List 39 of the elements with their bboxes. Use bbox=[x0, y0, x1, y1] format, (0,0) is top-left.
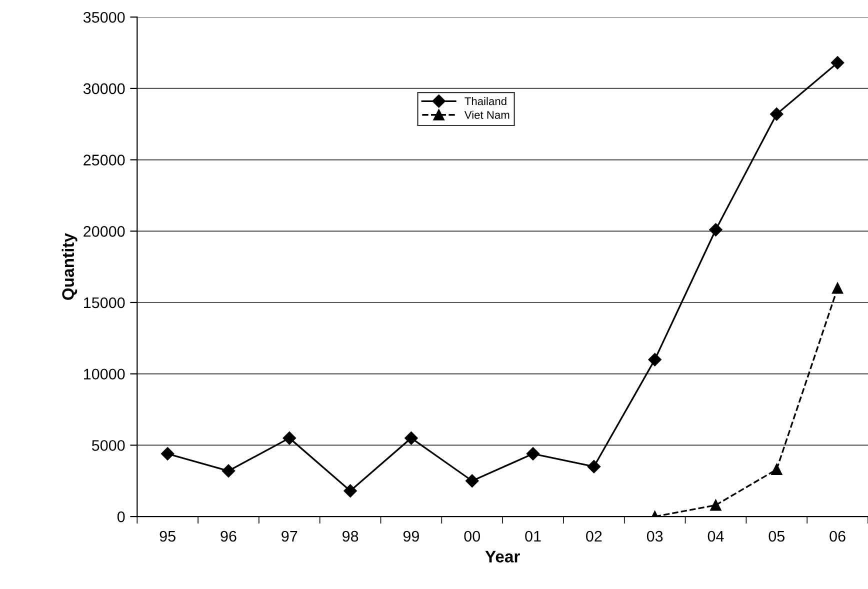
point bbox=[466, 474, 479, 488]
y-tick-label: 25000 bbox=[84, 154, 125, 166]
x-tick-label: 98 bbox=[342, 530, 358, 542]
point bbox=[282, 431, 296, 445]
point bbox=[771, 464, 782, 476]
point bbox=[709, 223, 722, 236]
point bbox=[526, 447, 540, 460]
point bbox=[832, 282, 844, 294]
legend-label: Thailand bbox=[464, 97, 506, 106]
point bbox=[770, 108, 784, 121]
y-axis-title: Quantity bbox=[62, 233, 78, 300]
y-tick-label: 15000 bbox=[84, 297, 125, 308]
x-tick-label: 00 bbox=[464, 530, 480, 542]
x-tick-label: 99 bbox=[403, 530, 419, 542]
x-axis-title: Year bbox=[485, 550, 520, 562]
y-tick-label: 30000 bbox=[83, 83, 125, 94]
x-tick-label: 03 bbox=[646, 530, 663, 542]
x-tick-label: 96 bbox=[220, 530, 236, 542]
y-tick-label: 35000 bbox=[83, 12, 125, 23]
x-tick-label: 95 bbox=[160, 530, 176, 542]
point bbox=[587, 460, 601, 474]
legend-label: Viet Nam bbox=[464, 110, 510, 119]
x-tick-label: 04 bbox=[708, 530, 724, 542]
x-tick-label: 97 bbox=[282, 530, 298, 542]
x-tick-label: 06 bbox=[830, 530, 846, 542]
point bbox=[830, 56, 844, 70]
y-tick-label: 20000 bbox=[84, 226, 125, 237]
y-tick-label: 10000 bbox=[84, 368, 125, 380]
point bbox=[710, 500, 722, 511]
point bbox=[648, 352, 662, 366]
point bbox=[404, 431, 418, 445]
y-tick-label: 5000 bbox=[92, 440, 125, 451]
point bbox=[344, 484, 357, 498]
point bbox=[222, 464, 236, 478]
x-tick-label: 01 bbox=[525, 530, 541, 542]
x-tick-label: 02 bbox=[586, 530, 602, 542]
x-tick-label: 05 bbox=[768, 530, 784, 542]
y-tick-label: 0 bbox=[117, 511, 125, 522]
point bbox=[161, 447, 174, 460]
